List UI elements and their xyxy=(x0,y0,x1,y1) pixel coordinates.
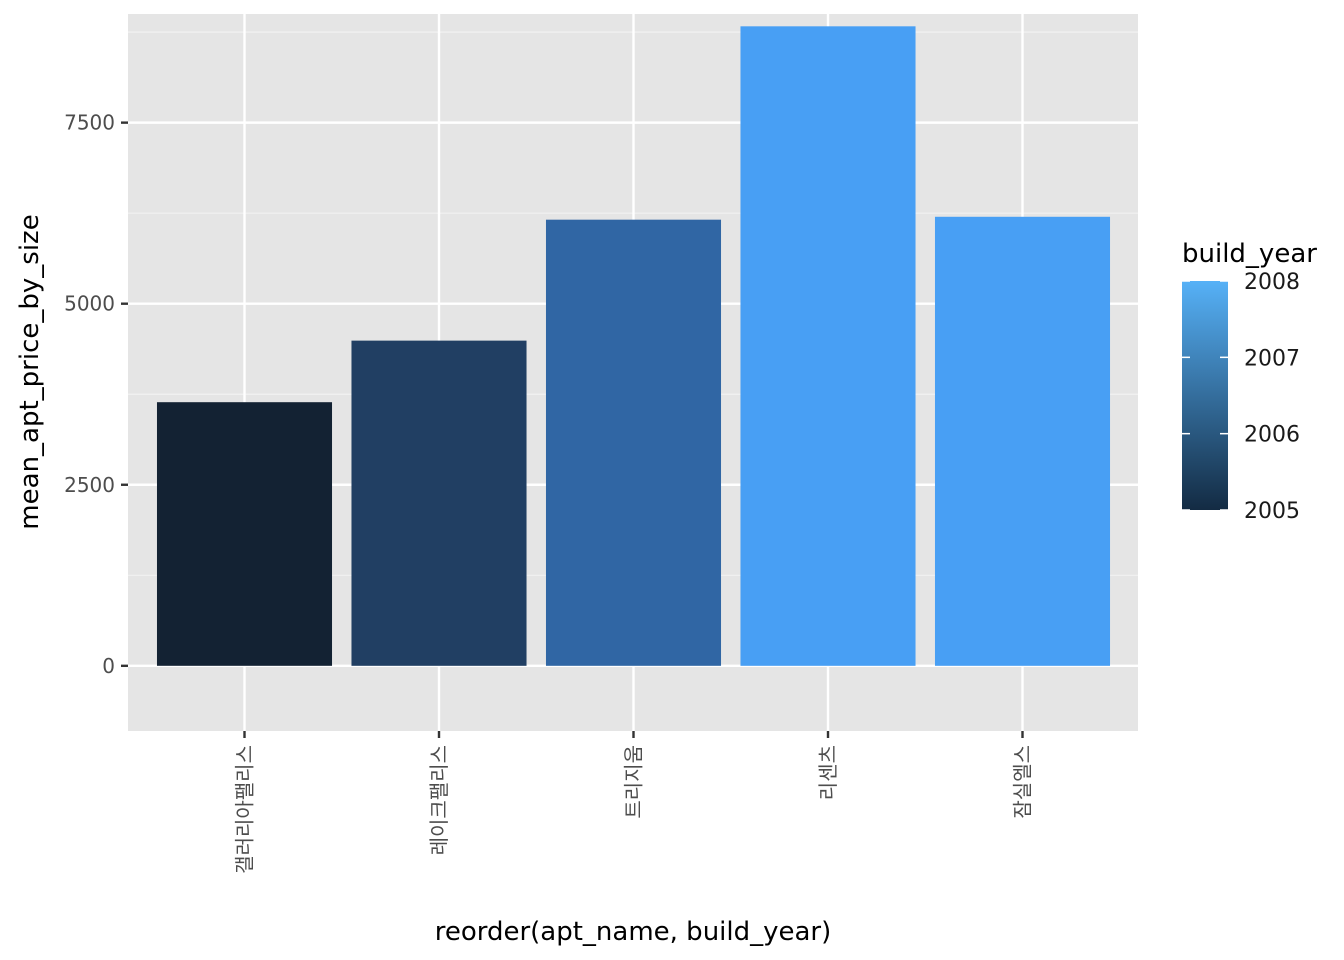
bar-5 xyxy=(934,216,1111,666)
bar-1 xyxy=(156,402,333,666)
bar-4 xyxy=(740,26,916,666)
y-tick-label: 0 xyxy=(102,654,115,678)
bar-3 xyxy=(545,219,722,666)
legend-colorbar xyxy=(1182,281,1228,510)
x-tick-label: 잠실엘스 xyxy=(1011,745,1035,819)
legend-tick-label: 2008 xyxy=(1244,270,1300,295)
x-tick-label: 레이크팰리스 xyxy=(427,745,451,855)
legend-tick-label: 2005 xyxy=(1244,499,1300,524)
bar-2 xyxy=(351,340,527,666)
legend-title: build_year xyxy=(1182,239,1317,269)
legend: build_year 2005 2006 2007 2008 xyxy=(1182,239,1317,524)
y-tick-label: 5000 xyxy=(64,292,115,316)
x-axis-title: reorder(apt_name, build_year) xyxy=(435,917,832,947)
x-axis: 갤러리아팰리스 레이크팰리스 트리지움 리센츠 잠실엘스 xyxy=(233,731,1035,874)
legend-tick-label: 2006 xyxy=(1244,423,1300,448)
y-axis: 0 2500 5000 7500 xyxy=(64,111,128,678)
x-tick-label: 리센츠 xyxy=(816,745,840,800)
x-tick-label: 트리지움 xyxy=(622,745,646,819)
y-tick-label: 7500 xyxy=(64,111,115,135)
bars xyxy=(156,26,1111,666)
legend-ticks: 2005 2006 2007 2008 xyxy=(1182,270,1300,524)
x-tick-label: 갤러리아팰리스 xyxy=(233,745,257,874)
legend-tick-label: 2007 xyxy=(1244,346,1300,371)
y-axis-title: mean_apt_price_by_size xyxy=(15,214,45,529)
y-tick-label: 2500 xyxy=(64,473,115,497)
